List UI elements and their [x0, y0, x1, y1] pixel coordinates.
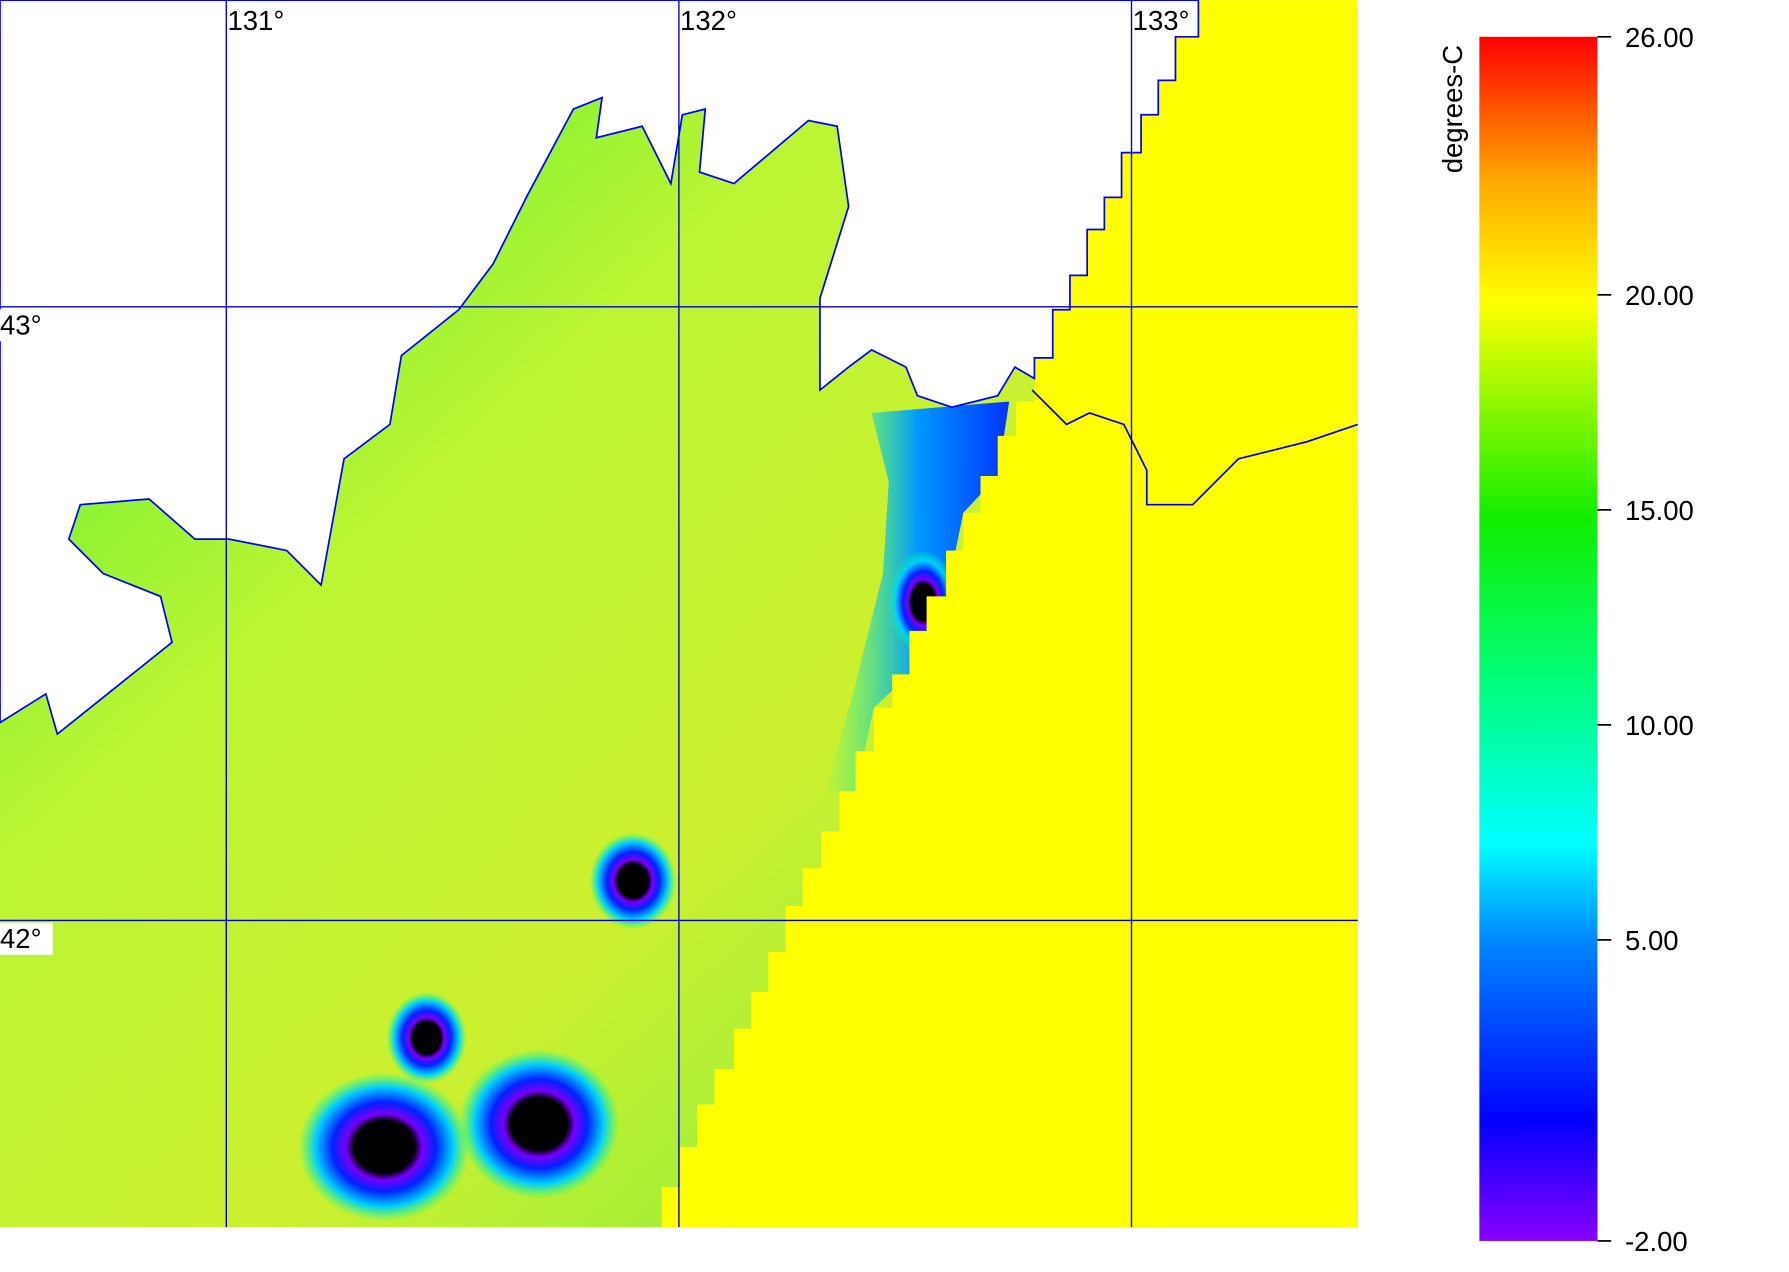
label-bg	[0, 309, 53, 342]
longitude-label: 132°	[680, 5, 737, 36]
land	[0, 0, 1200, 736]
colorbar-tick-label: 5.00	[1625, 925, 1679, 956]
longitude-label: 131°	[227, 5, 284, 36]
colorbar-tick-label: 10.00	[1625, 710, 1694, 741]
longitude-label: 133°	[1133, 5, 1190, 36]
colorbar-tick-label: 20.00	[1625, 280, 1694, 311]
cold-patch	[589, 832, 677, 930]
colorbar-tick-label: 15.00	[1625, 495, 1694, 526]
latitude-label: 43°	[0, 309, 42, 340]
coastline	[1031, 389, 1359, 506]
colorbar-tick-label: -2.00	[1625, 1226, 1688, 1257]
cold-patch	[386, 992, 467, 1084]
label-bg	[0, 922, 53, 955]
colorbar	[1479, 36, 1598, 1241]
cold-patch	[458, 1049, 620, 1199]
cold-patch	[298, 1072, 471, 1222]
colorbar-tick-label: 26.00	[1625, 22, 1694, 53]
unit-label: degrees-C	[1437, 45, 1468, 173]
latitude-label: 42°	[0, 923, 42, 954]
